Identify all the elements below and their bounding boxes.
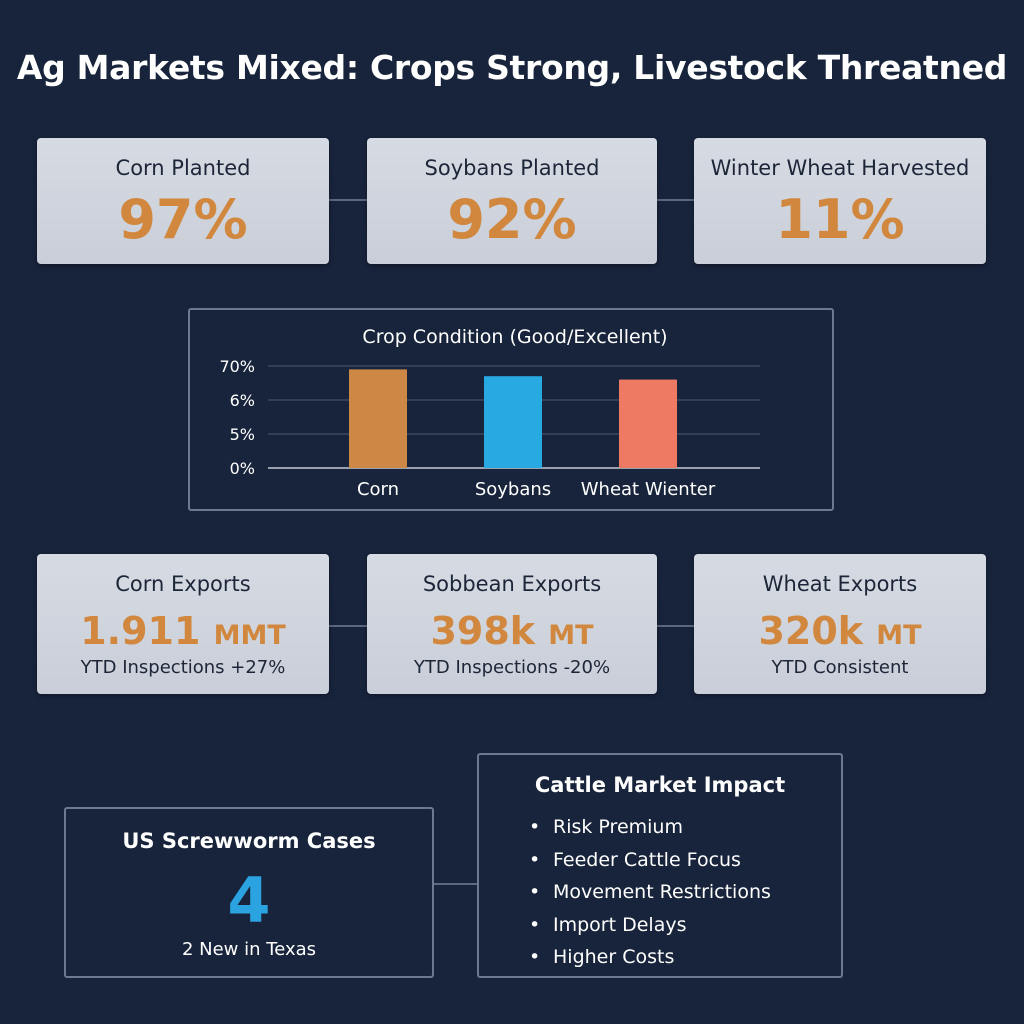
export-number: 398k [430,609,536,653]
screwworm-note: 2 New in Texas [181,939,317,960]
corn-planted-card: Corn Planted 97% [37,138,329,264]
card-value: 11% [775,188,905,251]
x-tick-label: Corn [357,479,399,500]
list-item: • Feeder Cattle Focus [529,844,771,877]
list-item: • Movement Restrictions [529,876,771,909]
bar-wheat-wienter [619,379,677,468]
export-note: YTD Consistent [771,657,909,678]
x-tick-label: Wheat Wienter [581,479,716,500]
winter-wheat-harvested-card: Winter Wheat Harvested 11% [694,138,986,264]
chart-title: Crop Condition (Good/Excellent) [362,326,667,348]
cattle-market-impact-box: Cattle Market Impact • Risk Premium • Feed… [477,753,843,978]
bullet-icon: • [529,913,541,936]
connector-line [657,199,694,201]
export-note: YTD Inspections +27% [80,657,286,678]
card-label: Sobbean Exports [422,572,602,596]
bar-corn [349,369,407,468]
y-tick-label: 0% [230,459,255,478]
bar-soybans [484,376,542,468]
list-item: • Risk Premium [529,811,771,844]
page-title: Ag Markets Mixed: Crops Strong, Livestoc… [16,48,1008,87]
card-label: Winter Wheat Harvested [710,156,970,180]
card-label: Soybans Planted [424,156,600,180]
export-number: 1.911 [80,609,201,653]
connector-line [657,625,694,627]
bullet-icon: • [529,848,541,871]
export-unit: MT [876,620,922,651]
card-label: Corn Planted [115,156,251,180]
export-value: 320k MT [694,609,986,653]
chart-svg: Crop Condition (Good/Excellent) 0% 5% 6% 70… [219,326,760,500]
export-unit: MT [548,620,594,651]
list-item-label: Feeder Cattle Focus [553,848,741,871]
connector-line [329,625,367,627]
bullet-icon: • [529,946,541,968]
bullet-icon: • [529,881,541,903]
list-item-label: Movement Restrictions [553,881,771,903]
export-value: 1.911 MMT [37,609,329,653]
connector-line [329,199,367,201]
corn-exports-card: Corn Exports 1.911 MMT YTD Inspections +… [37,554,329,694]
card-label: Corn Exports [115,572,251,596]
crop-condition-chart: Crop Condition (Good/Excellent) 0% 5% 6% 70… [188,308,834,511]
soybean-exports-card: Sobbean Exports 398k MT YTD Inspections … [367,554,657,694]
list-item: • Import Delays [529,909,771,942]
list-item-label: Import Delays [553,913,687,936]
card-label: Wheat Exports [762,572,918,596]
export-value: 398k MT [367,609,657,653]
soybeans-planted-card: Soybans Planted 92% [367,138,657,264]
y-tick-label: 6% [230,391,255,410]
export-number: 320k [758,609,864,653]
wheat-exports-card: Wheat Exports 320k MT YTD Consistent [694,554,986,694]
screwworm-count: 4 [227,864,271,937]
screwworm-cases-box: US Screwworm Cases 4 2 New in Texas [64,807,434,978]
y-tick-label: 5% [230,425,255,444]
list-item-label: Risk Premium [553,816,683,838]
export-note: YTD Inspections -20% [413,657,611,678]
cattle-impact-title: Cattle Market Impact [534,773,786,797]
card-value: 92% [447,188,577,251]
list-item: • Higher Costs [529,941,771,974]
bullet-icon: • [529,816,541,838]
x-tick-label: Soybans [475,479,551,500]
connector-line [433,883,477,885]
cattle-impact-list: • Risk Premium • Feeder Cattle Focus • Move… [529,811,771,974]
card-value: 97% [118,188,248,251]
list-item-label: Higher Costs [553,946,675,968]
export-unit: MMT [213,620,286,651]
y-tick-label: 70% [219,357,255,376]
screwworm-title: US Screwworm Cases [122,829,376,853]
